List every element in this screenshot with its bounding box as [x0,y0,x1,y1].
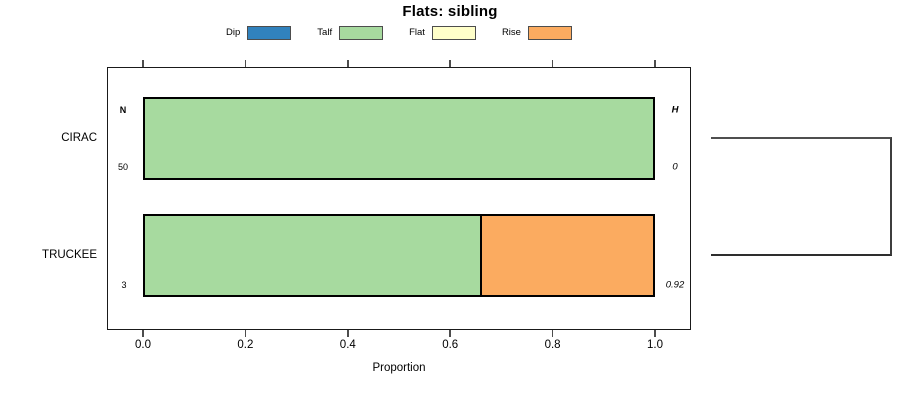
bar-segment-talf [145,216,483,295]
x-axis-tick-bottom [551,330,554,337]
x-axis-tick-top [654,60,656,67]
x-axis-title: Proportion [372,362,426,374]
legend-label: Talf [317,27,333,38]
row-label-cirac: CIRAC [61,132,97,144]
legend-swatch-dip [247,25,292,40]
legend-label: Flat [409,27,425,38]
x-axis-tick-bottom [449,330,451,337]
x-axis-tick-label: 0.0 [135,339,151,351]
x-axis-tick-top [244,60,247,67]
x-axis-tick-bottom [142,330,144,337]
x-axis-tick-top [449,60,451,67]
legend-swatch-flat [431,25,476,40]
chart-title: Flats: sibling [402,3,498,20]
h-value-cirac: 0 [672,161,678,173]
legend-swatch-rise [527,25,572,40]
legend-item-rise: Rise [501,25,572,40]
h-value-truckee: 0.92 [665,279,685,291]
bar-cirac [143,97,655,180]
x-axis-tick-label: 0.6 [442,339,459,351]
x-axis-tick-label: 1.0 [647,339,663,351]
legend: Dip Talf Flat Rise [107,24,691,41]
x-axis-tick-top [347,60,349,67]
bar-truckee [143,214,655,297]
n-column-header: N [119,105,127,115]
n-value-cirac: 50 [117,162,129,172]
x-axis-tick-label: 0.4 [339,339,356,351]
n-value-truckee: 3 [121,280,127,290]
x-axis-tick-label: 0.8 [544,339,561,351]
x-axis-tick-bottom [347,330,349,337]
legend-item-talf: Talf [317,25,384,40]
row-label-truckee: TRUCKEE [42,249,97,261]
x-axis-tick-label: 0.2 [237,339,254,351]
x-axis-tick-top [142,60,144,67]
x-axis-tick-top [551,60,554,67]
legend-label: Dip [226,27,241,38]
legend-swatch-talf [339,25,384,40]
legend-item-dip: Dip [226,25,292,40]
h-column-header: H [671,104,679,116]
legend-item-flat: Flat [409,25,476,40]
x-axis-tick-bottom [244,330,247,337]
bar-segment-talf [145,99,653,178]
cluster-bracket [711,137,892,256]
legend-label: Rise [501,27,521,38]
bar-segment-rise [482,216,653,295]
x-axis-tick-bottom [654,330,656,337]
